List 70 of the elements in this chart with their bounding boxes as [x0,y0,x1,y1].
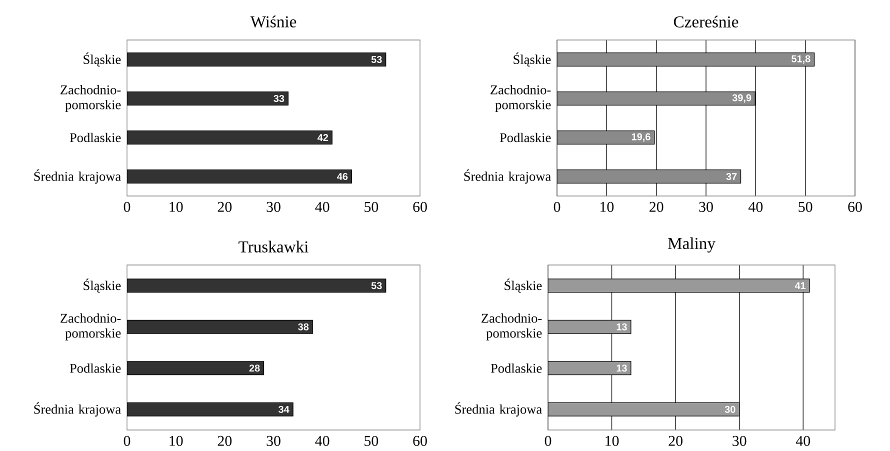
chart-title: Wiśnie [250,15,296,28]
x-tick-label: 0 [124,436,130,446]
data-label: 42 [318,134,328,141]
data-label: 13 [616,364,627,372]
y-tick-label: Śląskie [84,278,121,292]
bar [127,130,332,144]
x-tick-label: 30 [732,436,746,446]
data-label: 46 [337,172,348,180]
x-tick-label: 50 [798,202,812,212]
x-tick-label: 10 [606,436,619,446]
x-tick-label: 40 [315,202,330,212]
x-tick-label: 10 [170,436,183,446]
y-tick-label: Zachodnio-pomorskie [482,313,542,340]
x-tick-label: 60 [413,436,427,446]
bar [127,169,352,184]
data-label: 28 [249,364,260,372]
data-label: 51,8 [792,55,810,64]
bar [127,278,386,292]
y-tick-label: Śląskie [514,52,551,66]
y-tick-label: Średnia krajowa [464,169,551,184]
x-tick-label: 60 [413,202,427,212]
y-tick-label: Średnia krajowa [455,402,542,416]
y-tick-label: Podlaskie [490,363,542,373]
chart-title: Maliny [668,237,716,252]
x-tick-label: 30 [266,202,280,212]
data-label: 13 [616,323,627,330]
y-tick-label: Zachodnio-pomorskie [60,84,121,112]
x-tick-label: 20 [218,202,232,212]
y-tick-label: Śląskie [504,278,542,292]
data-label: 37 [726,172,737,180]
x-tick-label: 0 [124,202,130,212]
x-tick-label: 50 [364,202,378,212]
x-tick-label: 40 [796,436,810,446]
data-label: 34 [278,406,290,413]
data-label: 19,6 [632,133,650,142]
data-label: 53 [371,282,382,289]
x-tick-label: 30 [699,202,713,212]
data-label: 30 [724,406,736,413]
x-tick-label: 40 [315,436,330,446]
x-tick-label: 20 [218,436,232,446]
y-tick-label: Średnia krajowa [34,402,121,416]
y-tick-label: Średnia krajowa [34,169,121,184]
y-tick-label: Podlaskie [70,363,121,373]
y-tick-label: Podlaskie [70,132,121,142]
data-label: 38 [298,323,309,330]
data-label: 53 [371,56,382,63]
x-tick-label: 40 [748,202,763,212]
bar [127,52,386,66]
bar [127,360,264,375]
x-tick-label: 20 [650,202,664,212]
x-tick-label: 10 [170,202,183,212]
data-label: 41 [794,282,806,289]
bar [127,91,288,106]
y-tick-label: Zachodnio-pomorskie [490,84,551,112]
y-tick-label: Podlaskie [500,132,551,142]
data-label: 33 [274,94,284,102]
y-tick-label: Zachodnio-pomorskie [60,313,121,340]
bar [127,320,313,334]
chart-title: Czereśnie [674,16,738,28]
x-tick-label: 50 [364,436,378,446]
x-tick-label: 60 [848,202,862,212]
x-tick-label: 10 [600,202,614,212]
data-label: 39,9 [732,94,752,102]
y-tick-label: Śląskie [84,52,121,66]
x-tick-label: 0 [554,202,560,212]
x-tick-label: 30 [266,436,280,446]
x-tick-label: 20 [668,436,682,446]
x-tick-label: 0 [544,436,552,446]
bar [127,402,294,416]
chart-title: Truskawki [238,240,308,252]
